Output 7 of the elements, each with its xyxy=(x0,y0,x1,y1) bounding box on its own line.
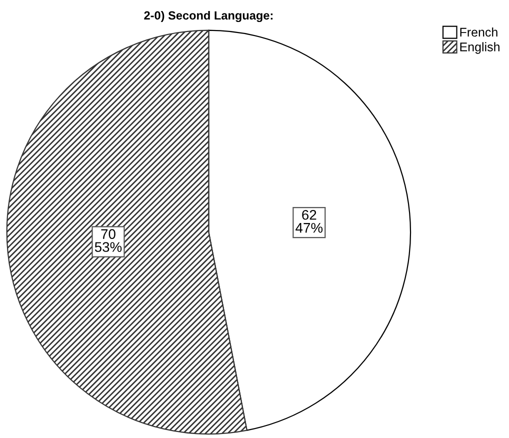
legend-label: English xyxy=(460,42,500,54)
legend-label: French xyxy=(460,27,498,37)
chart-title: 2-0) Second Language: xyxy=(144,10,272,22)
data-label: 62 47% xyxy=(296,210,323,233)
pie-slice xyxy=(6,30,248,434)
data-label: 70 53% xyxy=(94,229,122,252)
pie-slice xyxy=(208,30,411,431)
